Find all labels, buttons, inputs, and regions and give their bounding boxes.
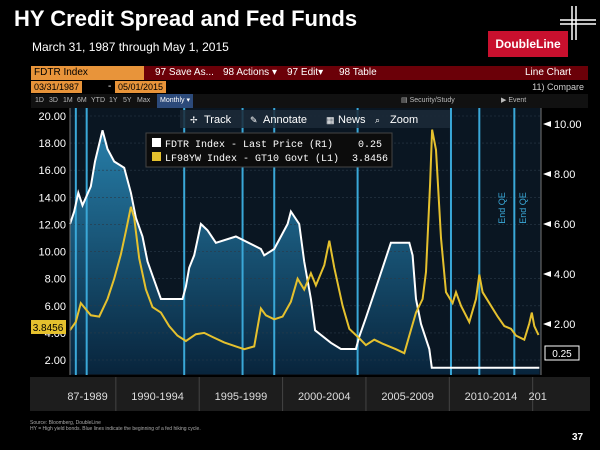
legend-box [145, 132, 393, 168]
tool-news[interactable]: News [338, 114, 366, 126]
date-separator: - [108, 81, 112, 92]
footnote-note: HY = High yield bonds. Blue lines indica… [30, 426, 201, 432]
tool-track[interactable]: Track [204, 114, 232, 126]
view-type-label: Line Chart [525, 67, 572, 78]
compare-label: Compare [546, 82, 584, 92]
doubleline-logo: DoubleLine [488, 31, 568, 57]
left-tick-label: 20.00 [38, 111, 66, 123]
left-tick-label: 6.00 [45, 301, 66, 313]
period-5y[interactable]: 5Y [123, 97, 132, 104]
right-tick-marker [543, 271, 551, 277]
legend-swatch-ff [152, 138, 161, 147]
footnote-source: Source: Bloomberg, DoubleLine [30, 420, 101, 426]
news-icon: ▦ [326, 115, 335, 125]
period-monthly-dropdown[interactable]: Monthly ▾ [157, 94, 193, 108]
actions-menu[interactable]: 98 Actions ▾ [223, 66, 277, 80]
security-study-label: Security/Study [409, 97, 455, 104]
left-tick-label: 10.00 [38, 247, 66, 259]
x-tick-label: 2005-2009 [381, 391, 434, 403]
period-1d[interactable]: 1D [35, 97, 44, 104]
edit-label: 97 Edit [287, 67, 319, 78]
ff-last-value-tag [544, 345, 580, 361]
track-icon: ✢ [190, 115, 198, 125]
chevron-down-icon: ▾ [318, 67, 324, 78]
x-tick-label: 2010-2014 [465, 391, 518, 403]
chart-legend: FDTR Index - Last Price (R1) 0.25 LF98YW… [145, 132, 393, 168]
date-range-row: 03/31/1987 - 05/01/2015 11) Compare [31, 80, 588, 94]
period-ytd[interactable]: YTD [91, 97, 105, 104]
x-tick-label: 201 [528, 391, 546, 403]
chart-tools: ✢ Track ✎ Annotate ▦ News ⌕ Zoom [180, 110, 450, 128]
right-tick-marker [543, 221, 551, 227]
legend-value-hy: 3.8456 [352, 154, 388, 165]
end-qe-annotation: End QE [518, 192, 528, 224]
tool-annotate[interactable]: Annotate [263, 114, 307, 126]
period-selector: 1D 3D 1M 6M YTD 1Y 5Y Max Monthly ▾ ▤ Se… [31, 94, 588, 108]
x-tick-label: 87-1989 [67, 391, 107, 403]
end-date-field[interactable]: 05/01/2015 [115, 81, 167, 93]
hy-last-value-tag [31, 320, 66, 334]
x-tick-label: 1995-1999 [215, 391, 268, 403]
security-study-button[interactable]: ▤ Security/Study [401, 94, 455, 108]
hy-last-value: 3.8456 [33, 323, 64, 334]
legend-value-ff: 0.25 [358, 140, 382, 151]
hy-spread-fed-funds-chart: End QE End QE 20.00 18.00 16.00 14.00 12.00 10… [30, 108, 590, 411]
actions-label: 98 Actions [223, 67, 270, 78]
left-tick-label: 18.00 [38, 138, 66, 150]
fed-funds-area [70, 130, 540, 374]
right-tick-label: 2.00 [554, 319, 575, 331]
right-tick-marker [543, 321, 551, 327]
left-tick-label: 14.00 [38, 192, 66, 204]
right-tick-marker [543, 121, 551, 127]
page-number: 37 [572, 432, 584, 443]
ff-last-value: 0.25 [552, 349, 572, 360]
logo-crosshair-icon [560, 6, 596, 40]
chevron-down-icon: ▾ [186, 97, 190, 104]
edit-menu[interactable]: 97 Edit▾ [287, 66, 323, 80]
event-button[interactable]: ▶ Event [501, 94, 526, 108]
event-icon: ▶ [501, 97, 507, 104]
annotate-icon: ✎ [250, 115, 258, 125]
period-monthly-label: Monthly [160, 97, 185, 104]
left-tick-label: 8.00 [45, 274, 66, 286]
left-tick-label: 2.00 [45, 355, 66, 367]
x-axis-bar [30, 377, 590, 411]
start-date-field[interactable]: 03/31/1987 [31, 81, 83, 93]
terminal-toolbar: FDTR Index 97 Save As... 98 Actions ▾ 97… [31, 66, 588, 80]
hy-spread-line [69, 129, 540, 355]
end-qe-annotation: End QE [497, 192, 507, 224]
period-1m[interactable]: 1M [63, 97, 73, 104]
period-max[interactable]: Max [137, 97, 151, 104]
footnote: Source: Bloomberg, DoubleLine HY = High … [30, 420, 201, 432]
tool-zoom[interactable]: Zoom [390, 114, 418, 126]
event-label: Event [508, 97, 527, 104]
right-tick-label: 6.00 [554, 219, 575, 231]
period-1y[interactable]: 1Y [109, 97, 118, 104]
legend-label-ff: FDTR Index - Last Price (R1) [165, 139, 333, 151]
security-study-icon: ▤ [401, 97, 408, 104]
period-3d[interactable]: 3D [49, 97, 58, 104]
x-tick-label: 1990-1994 [131, 391, 184, 403]
left-tick-label: 16.00 [38, 165, 66, 177]
zoom-icon: ⌕ [375, 115, 380, 125]
right-tick-label: 4.00 [554, 269, 575, 281]
fed-funds-line [69, 130, 540, 369]
slide-subtitle: March 31, 1987 through May 1, 2015 [32, 40, 229, 54]
period-6m[interactable]: 6M [77, 97, 87, 104]
chevron-down-icon: ▾ [271, 67, 277, 78]
compare-button[interactable]: 11) Compare [532, 80, 584, 94]
save-as-button[interactable]: 97 Save As... [155, 67, 214, 78]
legend-swatch-hy [152, 152, 161, 161]
right-tick-label: 10.00 [554, 119, 582, 131]
slide-title: HY Credit Spread and Fed Funds [14, 6, 358, 31]
left-tick-label: 12.00 [38, 219, 66, 231]
x-tick-label: 2000-2004 [298, 391, 351, 403]
legend-label-hy: LF98YW Index - GT10 Govt (L1) [165, 153, 339, 165]
ticker-field[interactable]: FDTR Index [31, 66, 144, 80]
right-tick-label: 8.00 [554, 169, 575, 181]
compare-icon: 11) [532, 82, 545, 92]
table-button[interactable]: 98 Table [339, 67, 377, 78]
right-tick-marker [543, 171, 551, 177]
chart-tools-background [180, 110, 450, 128]
